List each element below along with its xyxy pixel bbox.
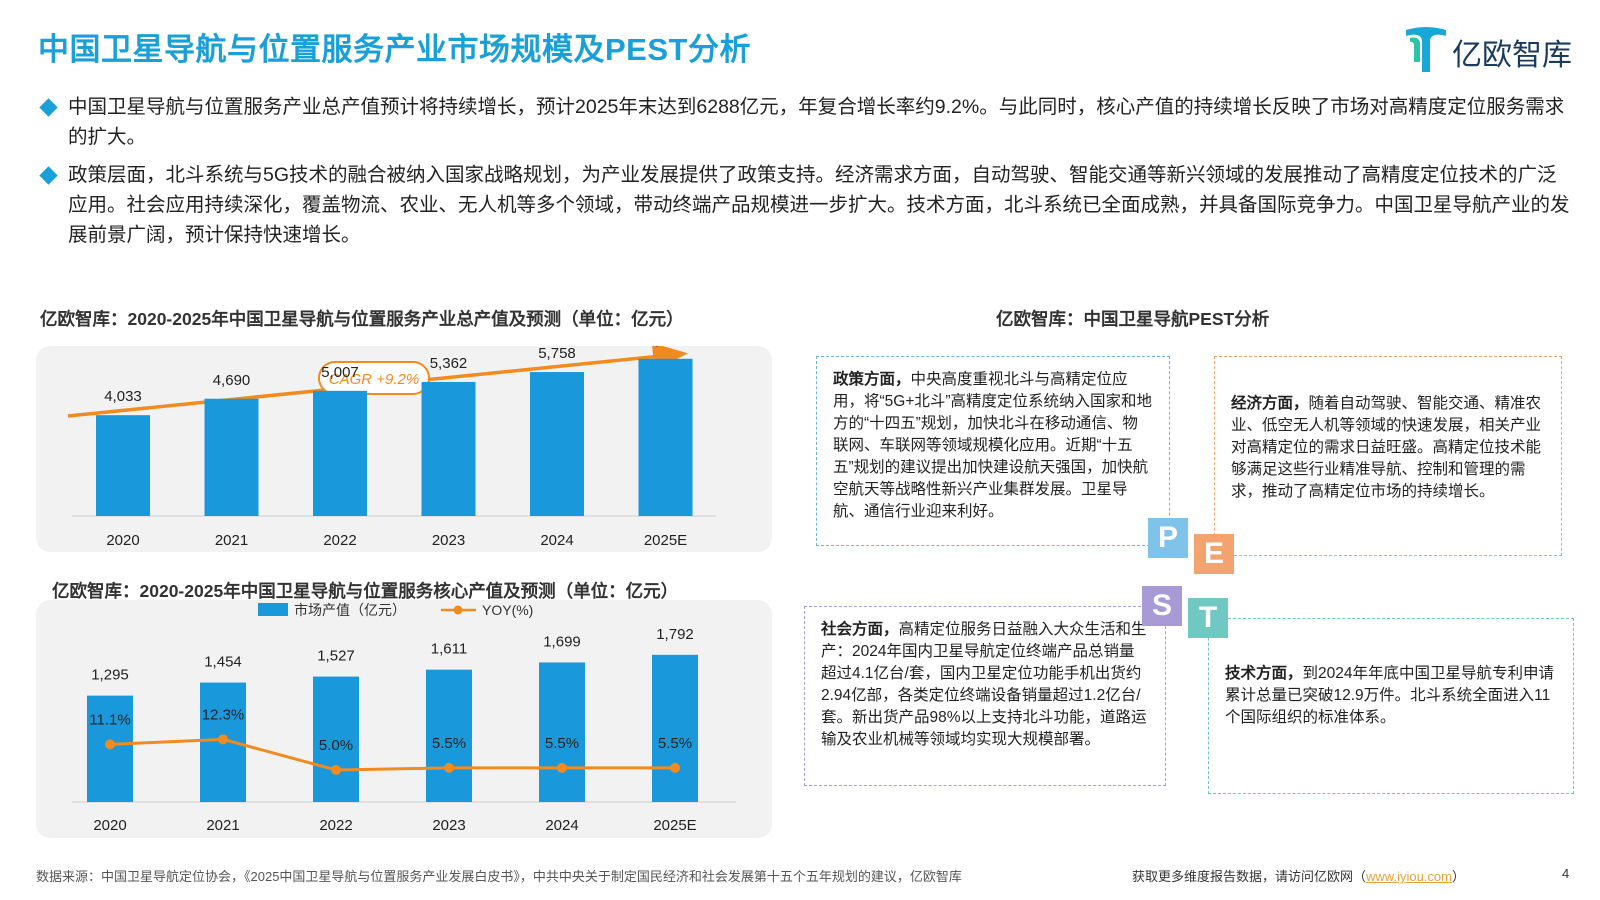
chart1-x-label: 2021 [215,532,248,549]
chart1-value-label: 4,033 [104,388,142,405]
chart1-bar [530,372,584,516]
chart1-x-label: 2022 [323,532,356,549]
summary-bullets: 中国卫星导航与位置服务产业总产值预计将持续增长，预计2025年末达到6288亿元… [39,92,1570,258]
economic-text: 随着自动驾驶、智能交通、精准农业、低空无人机等领域的快速发展，相关产业对高精定位… [1231,395,1542,500]
pest-letter-p: P [1148,518,1188,558]
political-label: 政策方面， [833,371,911,388]
bullet-text: 政策层面，北斗系统与5G技术的融合被纳入国家战略规划，为产业发展提供了政策支持。… [68,164,1570,246]
bullet-item: 政策层面，北斗系统与5G技术的融合被纳入国家战略规划，为产业发展提供了政策支持。… [39,160,1570,250]
logo: 亿欧智库 [1402,22,1582,74]
page-title: 中国卫星导航与位置服务产业市场规模及PEST分析 [38,32,751,67]
chart2-value-label: 1,611 [431,641,467,658]
chart1-value-label: 5,758 [538,346,576,362]
chart2-bar [426,669,472,802]
chart2-value-label: 1,792 [656,626,694,643]
yoy-point [331,765,341,775]
political-text: 中央高度重视北斗与高精定位应用，将“5G+北斗”高精度定位系统纳入国家和地方的“… [833,371,1153,520]
chart2-value-label: 1,295 [91,667,129,684]
logo-text: 亿欧智库 [1452,39,1572,72]
pest-letter-t: T [1188,598,1228,638]
legend-line-marker [453,605,463,615]
footer-cta: 获取更多维度报告数据，请访问亿欧网（www.iyiou.com） [1132,866,1465,885]
data-source: 数据来源：中国卫星导航定位协会，《2025中国卫星导航与位置服务产业发展白皮书》… [36,869,962,884]
chart1-svg: CAGR +9.2% 4,033 4,690 5,007 5,362 5,758 6,28… [67,332,716,549]
bullet-text: 中国卫星导航与位置服务产业总产值预计将持续增长，预计2025年末达到6288亿元… [68,96,1565,148]
chart2-x-label: 2020 [93,817,126,834]
yoy-point [218,734,228,745]
chart1-bar [421,381,476,516]
chart2-value-label: 1,454 [204,654,242,671]
technology-label: 技术方面， [1225,665,1303,682]
chart2-panel: 市场产值（亿元） YOY(%) 1,295 1,454 1,527 1,611 1,69… [36,600,772,838]
chart2-x-label: 2022 [319,817,352,834]
diamond-bullet-icon [39,166,58,185]
chart1-value-label: 4,690 [213,372,251,389]
economic-label: 经济方面， [1231,395,1309,412]
bullet-item: 中国卫星导航与位置服务产业总产值预计将持续增长，预计2025年末达到6288亿元… [39,92,1570,152]
yoy-label: 12.3% [202,706,245,723]
footer-cta-end: ） [1451,869,1465,884]
chart2-x-label: 2023 [432,817,465,834]
chart2-bar [539,662,585,802]
yoy-point [557,762,567,773]
social-text: 高精定位服务日益融入大众生活和生产：2024年国内卫星导航定位终端产品总销量超过… [821,621,1147,748]
chart1-x-label: 2023 [432,532,465,549]
legend-bar-label: 市场产值（亿元） [294,602,406,618]
cagr-label: CAGR +9.2% [329,371,419,388]
chart1-panel: CAGR +9.2% 4,033 4,690 5,007 5,362 5,758 6,28… [36,332,772,552]
yoy-point [670,762,680,773]
chart1-x-label: 2020 [106,532,139,549]
yoy-label: 5.0% [319,737,353,754]
yoy-label: 11.1% [89,711,130,728]
footer-cta-text: 获取更多维度报告数据，请访问亿欧网（ [1132,869,1367,884]
pest-political-box: 政策方面，中央高度重视北斗与高精定位应用，将“5G+北斗”高精度定位系统纳入国家… [816,356,1170,546]
social-label: 社会方面， [821,621,899,638]
website-link[interactable]: www.iyiou.com [1366,869,1452,884]
yoy-point [105,739,115,750]
yoy-point [444,762,454,773]
legend-line-label: YOY(%) [482,602,533,618]
chart1-value-label: 5,007 [321,364,359,381]
chart2-bar [313,676,359,802]
chart2-x-label: 2024 [545,817,578,834]
chart2-x-label: 2025E [653,817,696,834]
yoy-label: 5.5% [658,735,692,752]
cagr-badge [318,361,430,395]
diamond-bullet-icon [39,98,58,117]
yoy-label: 5.5% [432,735,466,752]
chart1-bar [313,390,367,516]
chart1-bar [638,358,693,516]
chart1-value-label: 5,362 [430,355,468,372]
chart2-x-label: 2021 [206,817,239,834]
yoy-line [109,737,675,772]
pest-social-box: 社会方面，高精定位服务日益融入大众生活和生产：2024年国内卫星导航定位终端产品… [804,606,1166,786]
logo-mark-icon [1406,27,1446,72]
chart2-bar [652,654,698,802]
pest-letter-e: E [1194,534,1234,574]
pest-title: 亿欧智库：中国卫星导航PEST分析 [996,309,1270,329]
chart1-bar [204,398,259,516]
pest-technology-box: 技术方面，到2024年年底中国卫星导航专利申请累计总量已突破12.9万件。北斗系… [1208,618,1574,794]
yoy-label: 5.5% [545,735,579,752]
chart1-value-label: 6,288 [647,346,685,349]
pest-letter-s: S [1142,586,1182,626]
pest-economic-box: 经济方面，随着自动驾驶、智能交通、精准农业、低空无人机等领域的快速发展，相关产业… [1214,356,1562,556]
chart2-value-label: 1,527 [317,648,355,665]
chart1-bar [96,415,150,516]
page-number: 4 [1562,866,1570,881]
chart1-x-label: 2025E [644,532,687,549]
chart2-value-label: 1,699 [543,633,581,650]
chart1-x-label: 2024 [540,532,573,549]
chart2-svg: 市场产值（亿元） YOY(%) 1,295 1,454 1,527 1,611 1,69… [72,602,736,834]
legend-bar-swatch [258,603,288,616]
technology-text: 到2024年年底中国卫星导航专利申请累计总量已突破12.9万件。北斗系统全面进入… [1225,665,1554,726]
chart2-title: 亿欧智库：2020-2025年中国卫星导航与位置服务核心产值及预测（单位：亿元） [52,581,679,601]
chart1-title: 亿欧智库：2020-2025年中国卫星导航与位置服务产业总产值及预测（单位：亿元… [40,309,684,329]
